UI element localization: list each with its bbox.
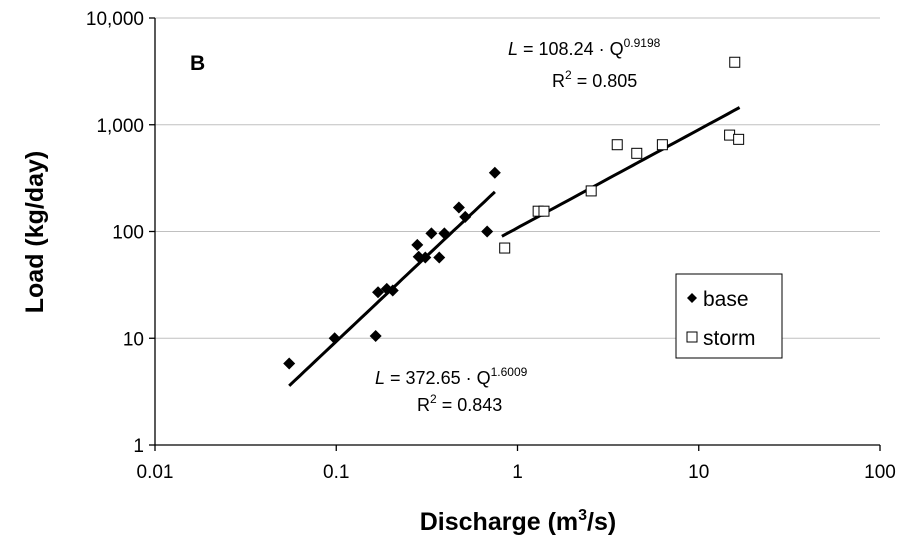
legend-base-label: base	[703, 288, 749, 311]
x-axis-title-main: Discharge (m	[420, 508, 578, 536]
base-point	[411, 238, 424, 251]
y-tick-label: 100	[112, 223, 144, 244]
base-r2: R2 = 0.843	[417, 392, 502, 415]
panel-label: B	[190, 52, 205, 75]
storm-equation-exponent: 0.9198	[624, 36, 661, 50]
storm-r2-pre: R	[552, 71, 565, 91]
base-point	[328, 332, 341, 345]
base-point	[433, 251, 446, 264]
storm-point	[499, 242, 511, 254]
y-axis-title: Load (kg/day)	[21, 151, 49, 314]
legend-storm-label: storm	[703, 327, 756, 350]
y-tick-label: 1	[133, 436, 144, 457]
base-point	[386, 284, 399, 297]
storm-point	[585, 185, 597, 197]
base-point	[425, 227, 438, 240]
legend-storm-marker	[686, 331, 698, 343]
base-point	[438, 227, 451, 240]
x-axis-title-tail: /s)	[587, 508, 616, 536]
base-equation: L = 372.65 · Q1.6009	[375, 365, 528, 388]
fit-lines	[288, 106, 741, 387]
base-equation-mid: = 372.65 · Q	[385, 368, 491, 388]
storm-point	[729, 56, 741, 68]
storm-point	[724, 129, 736, 141]
base-point	[459, 210, 472, 223]
base-point	[481, 225, 494, 238]
x-tick-label: 100	[864, 462, 896, 483]
x-tick-label: 10	[688, 462, 709, 483]
storm-equation-lhs: L	[508, 39, 518, 59]
legend-base-marker	[687, 293, 697, 303]
storm-r2-sup: 2	[565, 68, 572, 82]
base-point	[372, 286, 385, 299]
base-equation-lhs: L	[375, 368, 385, 388]
x-tick-label: 1	[512, 462, 523, 483]
base-equation-exponent: 1.6009	[491, 365, 528, 379]
x-tick-label: 0.1	[323, 462, 349, 483]
base-point	[369, 329, 382, 342]
x-axis-title: Discharge (m3/s)	[420, 507, 616, 536]
storm-point	[656, 139, 668, 151]
x-axis-title-sup: 3	[578, 507, 587, 524]
base-r2-sup: 2	[430, 392, 437, 406]
base-point	[488, 166, 501, 179]
storm-point	[631, 147, 643, 159]
base-r2-pre: R	[417, 395, 430, 415]
y-tick-label: 10	[123, 329, 144, 350]
storm-r2: R2 = 0.805	[552, 68, 637, 91]
y-tick-label: 1,000	[96, 116, 144, 137]
storm-equation: L = 108.24 · Q0.9198	[508, 36, 661, 59]
x-ticks: 0.01 0.1 1 10 100	[137, 445, 896, 483]
base-point	[419, 251, 432, 264]
base-point	[283, 357, 296, 370]
storm-point	[733, 133, 745, 145]
base-r2-value: = 0.843	[437, 395, 503, 415]
storm-point	[611, 139, 623, 151]
storm-equation-mid: = 108.24 · Q	[518, 39, 624, 59]
legend: base storm	[675, 273, 783, 359]
storm-point	[538, 205, 550, 217]
y-ticks: 1 10 100 1,000 10,000	[86, 9, 155, 457]
storm-r2-value: = 0.805	[572, 71, 638, 91]
base-point	[452, 201, 465, 214]
legend-box	[675, 273, 783, 359]
x-tick-label: 0.01	[137, 462, 174, 483]
data-points	[283, 56, 745, 370]
y-tick-label: 10,000	[86, 9, 144, 30]
storm-fit-line	[501, 106, 741, 238]
